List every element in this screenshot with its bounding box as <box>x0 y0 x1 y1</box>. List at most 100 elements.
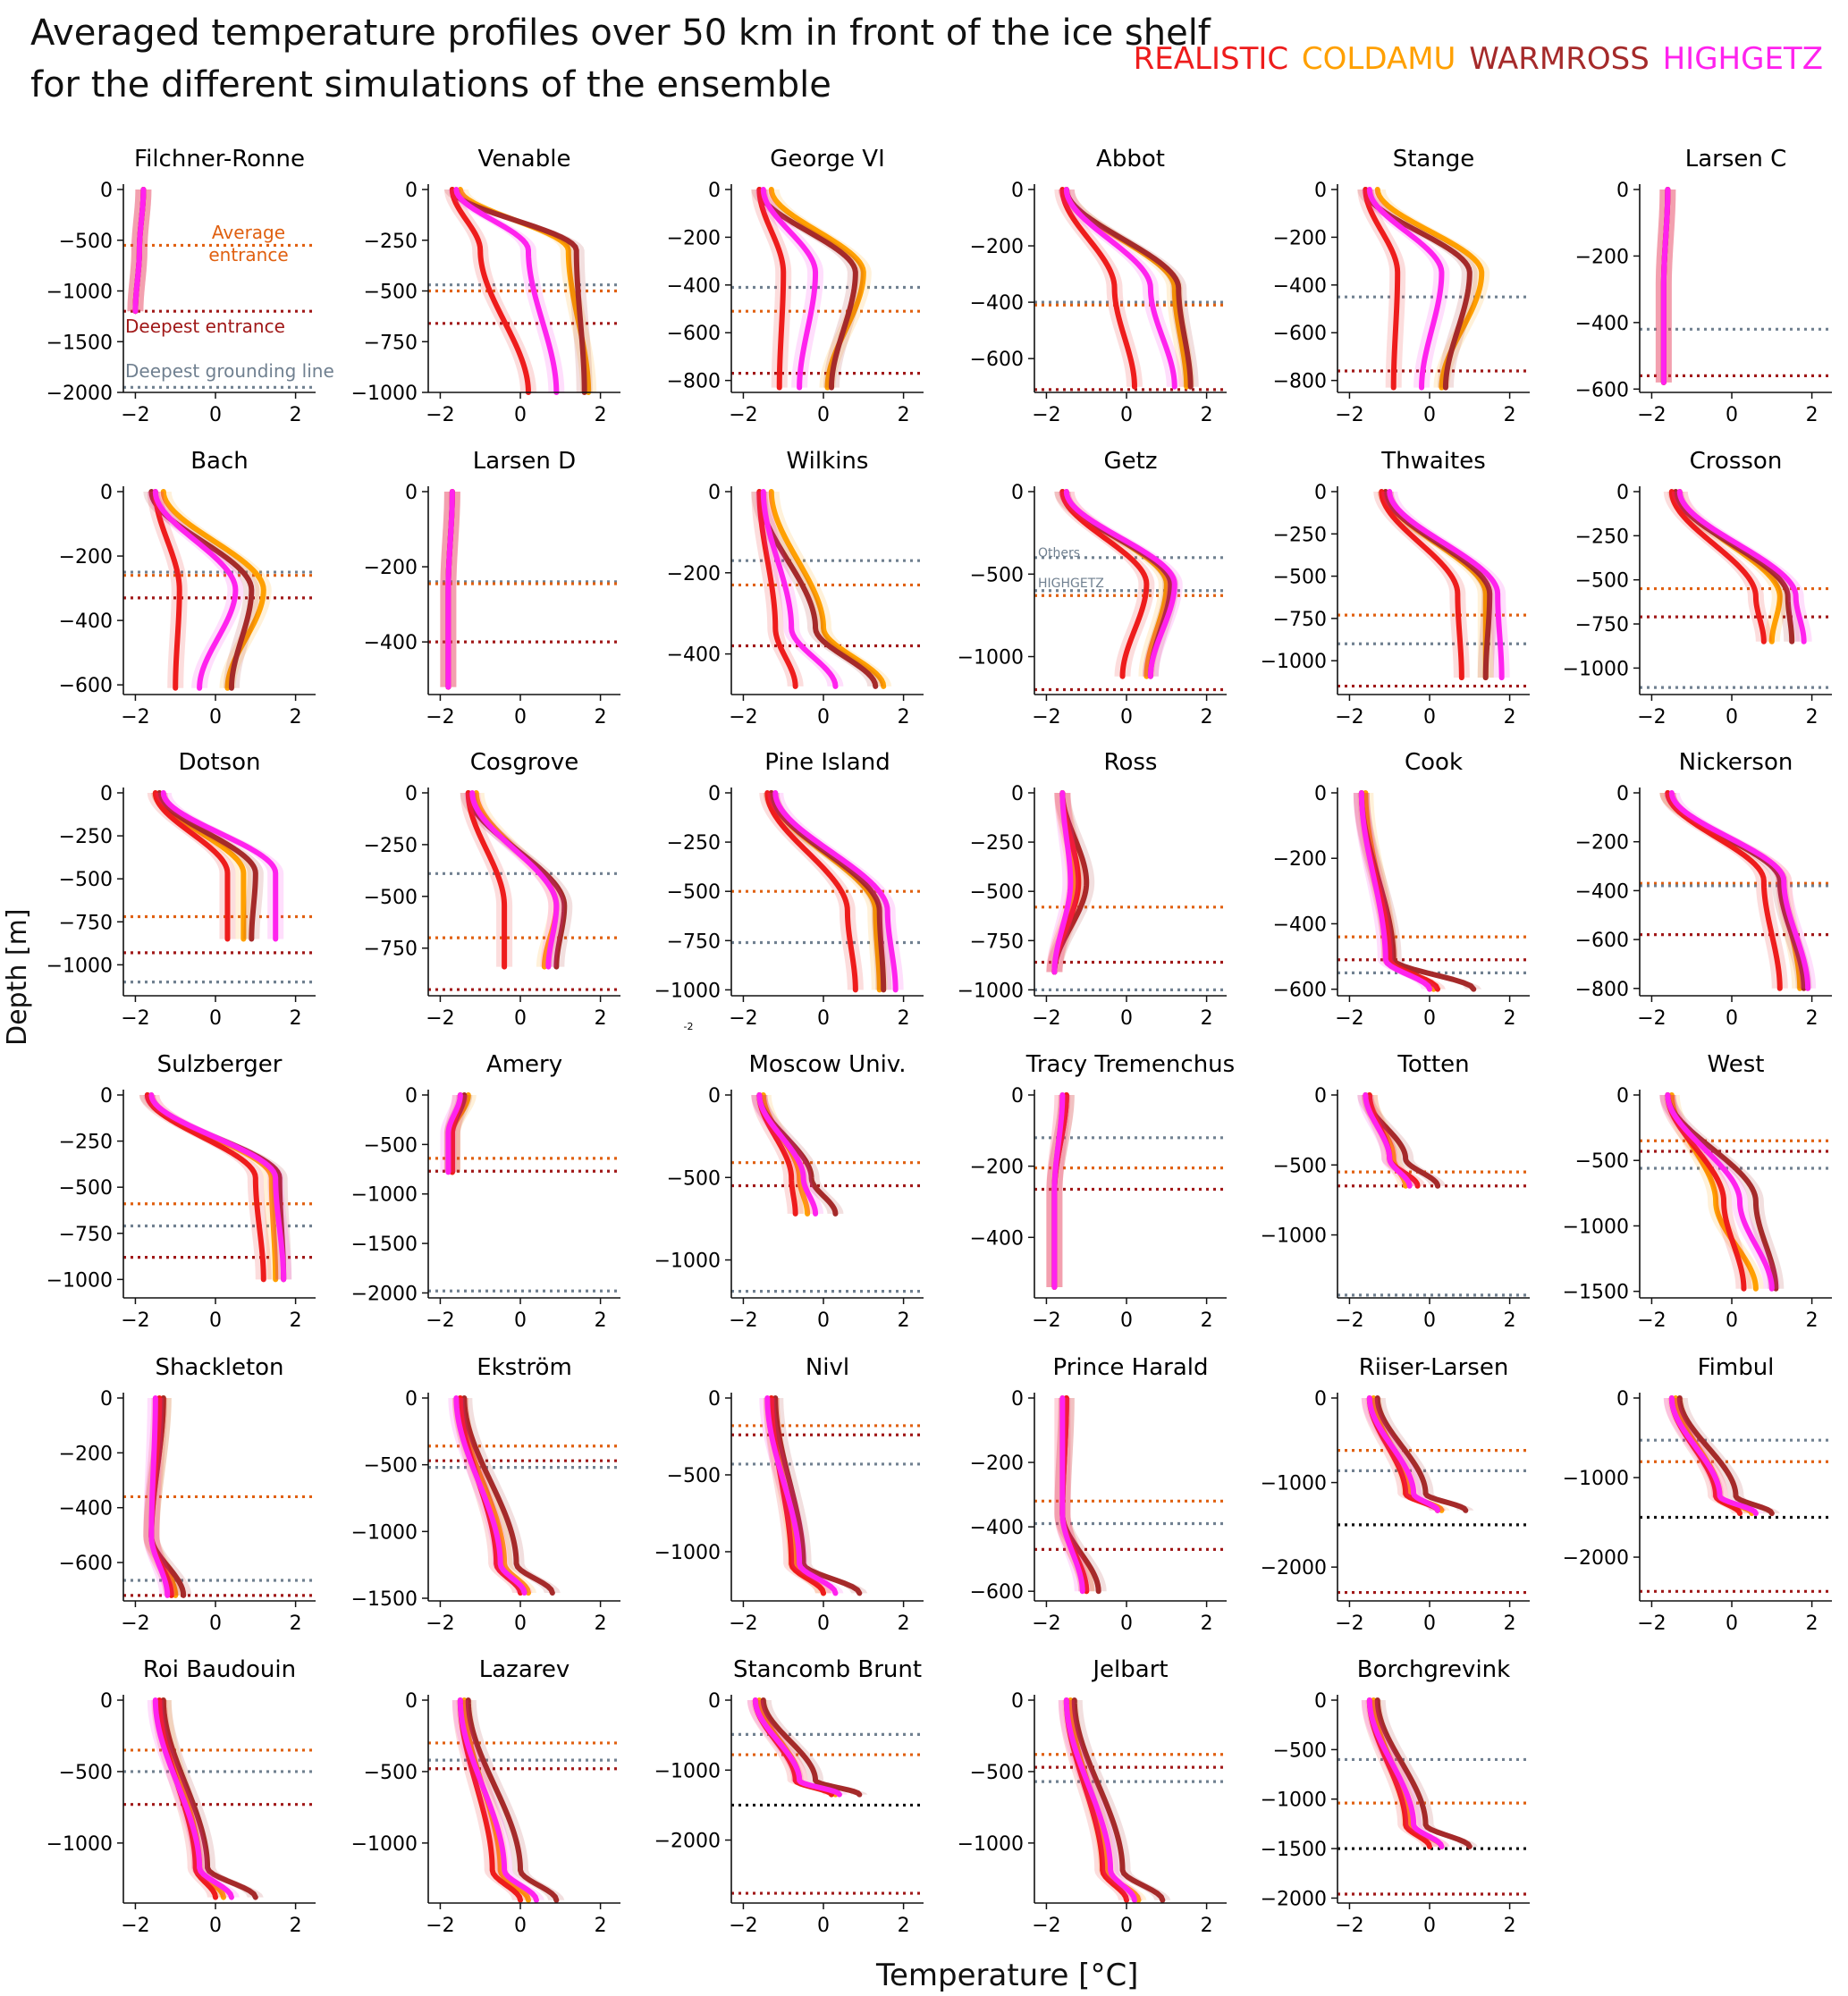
profile-highgetz <box>469 790 560 970</box>
x-tick-label: 2 <box>595 1915 607 1937</box>
y-tick-label: 0 <box>1314 482 1327 504</box>
y-tick-label: −1500 <box>351 1234 418 1256</box>
y-tick-label: −200 <box>970 236 1024 258</box>
band-coldamu <box>1357 793 1442 990</box>
profile-warmross <box>1063 187 1194 390</box>
x-tick-label: 2 <box>1201 1613 1213 1635</box>
profile-highgetz <box>1366 1697 1445 1849</box>
band-realistic <box>460 793 513 967</box>
y-tick-label: 0 <box>405 1388 418 1411</box>
x-tick-label: 2 <box>1806 1007 1818 1030</box>
subplot-moscow-univ: Moscow Univ. 0 −500 −1000 −2 0 2 <box>654 1051 924 1332</box>
y-tick-label: −1000 <box>1563 1216 1629 1238</box>
band-highgetz <box>147 1700 240 1898</box>
x-tick-label: 2 <box>1806 1613 1818 1635</box>
legend-warmross: WARMROSS <box>1469 41 1650 77</box>
x-tick-label: −2 <box>121 404 149 426</box>
y-tick-label: −400 <box>59 611 113 633</box>
legend: REALISTIC COLDAMU WARMROSS HIGHGETZ <box>1130 41 1823 77</box>
y-tick-label: −2000 <box>46 383 113 405</box>
subplot-stange: Stange 0 −200 −400 −600 −800 −2 0 2 <box>1273 146 1530 426</box>
legend-highgetz: HIGHGETZ <box>1662 41 1823 77</box>
x-tick-label: 0 <box>1120 404 1133 426</box>
profile-warmross <box>160 1697 258 1900</box>
profile-realistic <box>465 790 508 970</box>
y-tick-label: −1000 <box>654 1760 721 1782</box>
y-tick-label: −1000 <box>1563 658 1629 680</box>
y-tick-label: −250 <box>59 826 113 848</box>
y-tick-label: −600 <box>1273 980 1327 1002</box>
profile-highgetz <box>1366 1395 1440 1513</box>
subplot-title: Moscow Univ. <box>749 1051 907 1078</box>
subplot-title: Totten <box>1397 1051 1469 1078</box>
y-tick-label: 0 <box>1616 1085 1629 1107</box>
y-tick-label: 0 <box>100 180 113 202</box>
y-tick-label: −1000 <box>1261 1790 1327 1812</box>
subplot-title: Nivl <box>806 1354 849 1381</box>
subplot-thwaites: Thwaites 0 −250 −500 −750 −1000 −2 0 2 <box>1261 448 1530 728</box>
y-tick-label: 0 <box>1011 482 1024 504</box>
profile-highgetz <box>1387 489 1505 681</box>
subplot-roi-baudouin: Roi Baudouin 0 −500 −1000 −2 0 2 <box>46 1656 316 1937</box>
x-tick-label: 0 <box>514 1310 527 1332</box>
subplot-title: Nickerson <box>1679 749 1793 776</box>
y-tick-label: −500 <box>1575 570 1629 593</box>
band-realistic <box>1361 1398 1446 1511</box>
profile-warmross <box>1382 489 1493 681</box>
x-tick-label: −2 <box>1032 1915 1060 1937</box>
band-realistic <box>451 1398 529 1594</box>
x-tick-label: 0 <box>817 706 830 728</box>
band-highgetz <box>1361 1398 1446 1511</box>
band-highgetz <box>448 1398 533 1594</box>
subplot-title: Getz <box>1104 448 1158 475</box>
subplot-title: Dotson <box>178 749 260 776</box>
x-tick-label: 0 <box>514 404 527 426</box>
x-tick-label: 0 <box>209 706 222 728</box>
y-tick-label: −400 <box>667 644 721 667</box>
profile-highgetz <box>1063 187 1177 390</box>
y-tick-label: 0 <box>708 1388 721 1411</box>
profile-realistic <box>768 1395 827 1596</box>
y-tick-label: 0 <box>1616 1388 1629 1411</box>
band-realistic <box>139 1095 272 1280</box>
y-tick-label: −500 <box>364 887 418 909</box>
x-tick-label: −2 <box>1032 1310 1060 1332</box>
x-tick-label: −2 <box>1637 404 1666 426</box>
y-tick-label: −2000 <box>351 1283 418 1305</box>
y-tick-label: −500 <box>970 881 1024 904</box>
band-warmross <box>1667 492 1801 642</box>
subplot-larsen-c: Larsen C 0 −200 −400 −600 −2 0 2 <box>1575 146 1832 426</box>
y-tick-label: 0 <box>405 1690 418 1713</box>
subplot-borchgrevink: Borchgrevink 0 −500 −1000 −1500 −2000 −2 0 2 <box>1261 1656 1530 1937</box>
x-tick-label: −2 <box>1335 1613 1363 1635</box>
y-tick-label: −200 <box>970 1157 1024 1179</box>
y-tick-label: 0 <box>100 1690 113 1713</box>
band-warmross <box>1046 793 1095 973</box>
x-tick-label: 2 <box>1201 706 1213 728</box>
band-highgetz <box>1361 1700 1450 1847</box>
y-tick-label: −200 <box>1273 227 1327 249</box>
x-tick-label: 2 <box>1806 404 1818 426</box>
y-tick-label: −1000 <box>1261 1225 1327 1248</box>
band-realistic <box>1663 492 1772 642</box>
band-realistic <box>747 1700 840 1795</box>
subplot-title: Larsen D <box>473 448 576 475</box>
x-tick-label: 2 <box>290 1007 302 1030</box>
annotation-average-entrance-2: entrance <box>208 244 288 265</box>
band-realistic <box>1054 189 1143 387</box>
y-tick-label: 0 <box>1011 1085 1024 1107</box>
x-tick-label: 2 <box>1201 1310 1213 1332</box>
y-tick-label: 0 <box>100 783 113 805</box>
profile-highgetz <box>445 1092 463 1175</box>
y-tick-label: −500 <box>1273 1155 1327 1177</box>
profile-warmross <box>760 1697 863 1798</box>
y-tick-label: −750 <box>667 931 721 953</box>
x-tick-label: 2 <box>1806 706 1818 728</box>
band-warmross <box>456 1398 561 1594</box>
x-tick-label: −2 <box>1032 706 1060 728</box>
y-tick-label: −500 <box>59 231 113 253</box>
y-tick-label: 0 <box>405 1085 418 1107</box>
subplot-title: Thwaites <box>1380 448 1486 475</box>
profile-highgetz <box>772 790 899 993</box>
